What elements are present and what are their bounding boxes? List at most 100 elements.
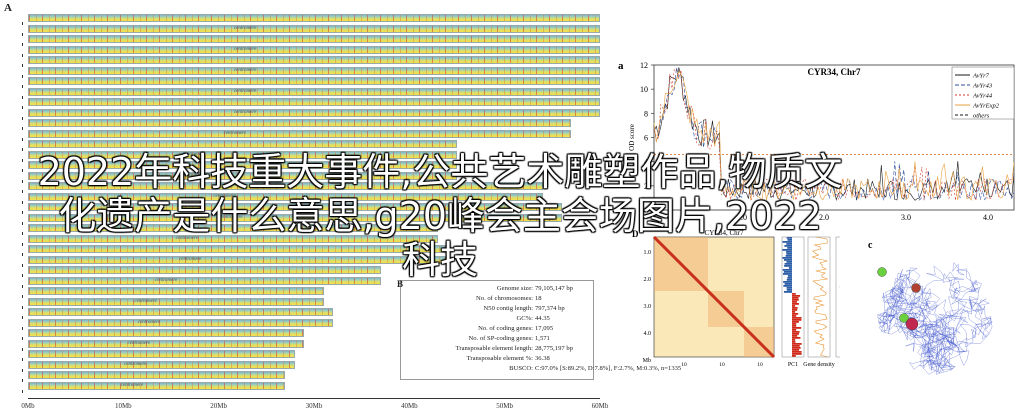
pc1-bar	[786, 253, 792, 255]
chromosome-bands	[29, 162, 456, 168]
chromosome-track	[28, 140, 457, 148]
pc1-bar	[792, 327, 802, 329]
chromosome-track	[28, 192, 543, 201]
chromosome-bands	[29, 57, 599, 63]
pc1-bar	[786, 243, 792, 245]
side-track-frame	[781, 236, 805, 358]
overlay-line-3: 科技	[401, 238, 478, 282]
pc1-bar	[784, 263, 792, 265]
od-y-tick-label: 6	[644, 134, 648, 143]
pc1-bar	[792, 331, 800, 333]
pc1-bar	[792, 333, 799, 335]
panel-letter-d: D	[632, 229, 639, 239]
chromosome-bands	[29, 288, 323, 294]
hic-x-tick-label: 10	[719, 362, 725, 368]
stat-value: 28,775,197 bp	[535, 345, 573, 352]
centromere-label: centromere	[233, 25, 257, 31]
od-x-tick-label: 4.0	[983, 213, 993, 222]
chromosome-track	[28, 203, 562, 211]
track-tick	[22, 284, 23, 288]
hic-y-tick-label: 1.0	[644, 250, 652, 256]
pc1-bar	[792, 335, 798, 337]
chromosome-bands	[29, 382, 285, 389]
panel-letter-a-upper: A	[4, 2, 12, 14]
track-tick	[22, 274, 23, 277]
track-tick	[22, 305, 23, 309]
centromere-label: centromere	[233, 46, 257, 52]
pc1-bar	[792, 323, 797, 325]
chromosome-bands	[29, 309, 333, 315]
genome-axis-line	[28, 398, 600, 399]
pc1-bar	[792, 321, 799, 323]
od-x-tick-label: 3.0	[901, 213, 911, 222]
chromosome-bands	[29, 109, 599, 116]
chromosome-track	[28, 276, 381, 285]
pc1-bar	[787, 239, 792, 241]
chromosome-bands	[29, 141, 456, 147]
centromere-label: centromere	[179, 256, 202, 262]
od-y-tick-label: 8	[644, 109, 648, 118]
od-y-tick-label: 12	[640, 61, 648, 70]
track-tick	[22, 74, 23, 78]
track-tick	[22, 106, 23, 109]
centromere-label: centromere	[120, 382, 144, 388]
panel-letter-c: c	[868, 240, 873, 251]
chromatin-network	[876, 262, 993, 375]
chromosome-track	[28, 308, 334, 316]
track-tick	[22, 316, 23, 319]
chromosome-track	[28, 287, 324, 295]
chromosome-bands	[29, 36, 599, 42]
hic-x-tick-label: 10	[681, 362, 687, 368]
stat-label: Transposable element %:	[466, 355, 533, 362]
stat-label: N50 contig length:	[483, 305, 533, 312]
chromosome-track	[28, 24, 600, 33]
pc1-bar	[792, 309, 798, 311]
centromere-label: centromere	[134, 298, 157, 304]
chromosome-bands	[29, 351, 294, 357]
pc1-bar	[782, 249, 792, 251]
pc1-bar	[792, 341, 796, 343]
pc1-bar	[792, 293, 796, 295]
genome-axis-label: 30Mb	[305, 402, 323, 410]
chromosome-track	[28, 129, 572, 138]
centromere-label: centromere	[124, 361, 147, 367]
centromere-label: centromere	[182, 151, 205, 157]
pc1-bar	[782, 257, 792, 259]
chromosome-bands	[29, 225, 437, 231]
chromosome-track	[28, 381, 286, 390]
track-tick	[22, 253, 23, 256]
track-tick	[22, 221, 23, 225]
pc1-bar	[792, 351, 802, 353]
chromosome-bands	[29, 319, 333, 326]
track-tick	[22, 190, 23, 193]
od-legend-label: AvYr43	[972, 83, 993, 90]
chromosome-track	[28, 108, 600, 117]
centromere-label: centromere	[127, 340, 150, 346]
stat-value: 79,105,147 bp	[535, 285, 573, 292]
track-tick	[22, 127, 23, 130]
stat-label: Genome size:	[496, 285, 533, 292]
stat-value: C:97.0% [S:89.2%, D:7.8%], F:2.7%, M:0.3…	[535, 365, 682, 372]
track-tick	[22, 211, 23, 214]
chromosome-bands	[29, 25, 599, 32]
hic-diagonal	[652, 235, 776, 359]
od-x-tick-label: 2.0	[819, 213, 829, 222]
pc1-bar	[783, 259, 792, 261]
chromosome-bands	[29, 67, 599, 74]
track-tick	[22, 347, 23, 351]
pc1-bar	[792, 339, 796, 341]
pc1-bar	[792, 349, 800, 351]
pc1-bar	[792, 343, 802, 345]
pc1-bar	[786, 237, 792, 239]
centromere-label: centromere	[220, 214, 243, 220]
track-tick	[22, 32, 23, 36]
pc1-bar	[792, 299, 799, 301]
pc1-bar	[792, 325, 797, 327]
track-tick	[22, 53, 23, 57]
pc1-bar	[784, 245, 792, 247]
od-series-line	[653, 68, 1015, 201]
locus-marker	[905, 317, 919, 331]
stat-value: 1,571	[535, 335, 550, 342]
chromosome-track	[28, 45, 600, 54]
od-series-line	[653, 67, 1015, 201]
